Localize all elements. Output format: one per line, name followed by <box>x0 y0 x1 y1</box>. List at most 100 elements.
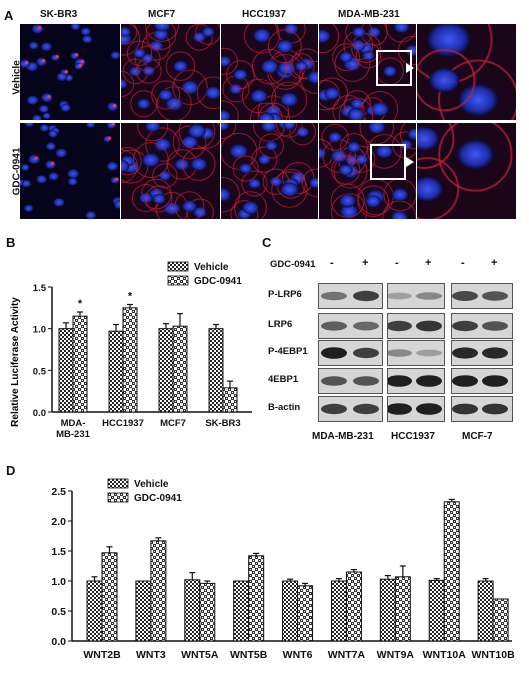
bar-gdc0941 <box>72 315 88 413</box>
micrograph <box>319 123 416 219</box>
micrograph <box>20 24 120 120</box>
category-label: WNT5A <box>181 649 219 661</box>
treatment-sign: - <box>330 257 334 269</box>
bar-vehicle <box>233 580 250 642</box>
blot-band <box>321 291 347 301</box>
legend-label: Vehicle <box>134 479 169 490</box>
bar-gdc0941 <box>297 585 314 642</box>
blot-box <box>387 283 445 309</box>
category-label: HCC1937 <box>102 418 144 429</box>
wnt-expression-chart: 0.0 0.5 1.0 1.5 2.0 2.5 WNT2B WNT3 WNT5A WNT5B WNT… <box>51 478 516 661</box>
blot-band <box>388 292 412 300</box>
luciferase-chart: Relative Luciferase Activity 0.0 0.5 1.0 1.… <box>10 261 252 440</box>
bar-gdc0941 <box>172 325 188 413</box>
blot-box <box>451 396 513 422</box>
category-label: WNT10B <box>472 649 516 661</box>
lane-label-hcc1937: HCC1937 <box>391 431 435 442</box>
y-tick-label: 0.5 <box>33 366 47 377</box>
blot-box <box>451 368 513 394</box>
blot-band <box>321 403 347 415</box>
blot-box <box>451 283 513 309</box>
treatment-sign: - <box>461 257 465 269</box>
blot-band <box>353 403 379 415</box>
zoom-arrow-head <box>406 157 414 167</box>
bar-vehicle <box>158 328 174 413</box>
bar-vehicle <box>379 578 396 642</box>
y-tick-label: 1.5 <box>33 283 47 294</box>
protein-label: LRP6 <box>268 319 293 330</box>
bar-vehicle <box>108 330 124 413</box>
bar-gdc0941 <box>199 582 216 642</box>
bar-gdc0941 <box>222 387 238 413</box>
treatment-sign: + <box>491 257 498 269</box>
protein-label: 4EBP1 <box>268 374 299 385</box>
panel-b-letter: B <box>6 235 16 250</box>
zoom-box <box>370 144 406 180</box>
treatment-sign: + <box>362 257 369 269</box>
blot-band <box>353 376 379 386</box>
blot-band <box>482 375 508 387</box>
legend-swatch <box>167 275 189 286</box>
protein-label: P-LRP6 <box>268 289 302 300</box>
bar-vehicle <box>428 579 445 642</box>
protein-label: B-actin <box>268 402 301 413</box>
col-label-mcf7: MCF7 <box>148 9 176 20</box>
micrograph <box>121 123 220 219</box>
blot-box <box>451 313 513 339</box>
category-label: WNT6 <box>283 649 313 661</box>
blot-box <box>318 396 383 422</box>
blot-band <box>388 349 412 357</box>
category-label: WNT10A <box>423 649 467 661</box>
col-label-hcc1937: HCC1937 <box>242 9 286 20</box>
panel-d-letter: D <box>6 463 16 478</box>
blot-band <box>416 292 442 300</box>
micrograph <box>121 24 220 120</box>
y-tick-label: 0.0 <box>33 408 46 419</box>
bar-vehicle <box>58 328 74 413</box>
blot-band <box>353 290 379 302</box>
legend-swatch <box>167 261 189 272</box>
col-label-skbr3: SK-BR3 <box>40 9 78 20</box>
bar-vehicle <box>330 580 347 642</box>
blot-band <box>416 349 442 357</box>
category-label: MB-231 <box>56 429 91 440</box>
blot-band <box>388 403 412 415</box>
y-tick-label: 1.0 <box>51 576 66 588</box>
legend-swatch <box>107 478 129 489</box>
category-label: WNT9A <box>377 649 415 661</box>
category-label: MDA- <box>61 418 86 429</box>
blot-band <box>452 320 478 332</box>
blot-band <box>482 347 508 359</box>
zoom-arrow-head <box>406 63 414 73</box>
blot-band <box>353 347 379 359</box>
blot-box <box>387 340 445 366</box>
significance-star: * <box>128 291 133 303</box>
legend-label: GDC-0941 <box>134 493 182 504</box>
blot-box <box>387 368 445 394</box>
category-label: WNT7A <box>328 649 366 661</box>
blot-band <box>321 321 347 331</box>
micrograph <box>221 123 318 219</box>
lane-label-mcf7: MCF-7 <box>462 431 493 442</box>
legend-swatch <box>107 492 129 503</box>
bar-vehicle <box>135 580 152 642</box>
bar-vehicle <box>86 580 103 642</box>
micrograph <box>20 123 120 219</box>
blot-band <box>482 291 508 301</box>
blot-box <box>387 313 445 339</box>
category-label: SK-BR3 <box>205 418 240 429</box>
bar-gdc0941 <box>394 576 411 642</box>
blot-band <box>482 403 508 415</box>
blot-band <box>321 347 347 359</box>
blot-box <box>318 368 383 394</box>
category-label: WNT3 <box>136 649 166 661</box>
micrograph <box>417 123 516 219</box>
bar-vehicle <box>477 580 494 642</box>
bar-gdc0941 <box>248 555 265 642</box>
blot-band <box>388 375 412 387</box>
blot-box <box>318 340 383 366</box>
blot-band <box>321 376 347 386</box>
bar-gdc0941 <box>122 307 138 413</box>
bar-gdc0941 <box>150 540 167 642</box>
legend-label: GDC-0941 <box>194 276 242 287</box>
